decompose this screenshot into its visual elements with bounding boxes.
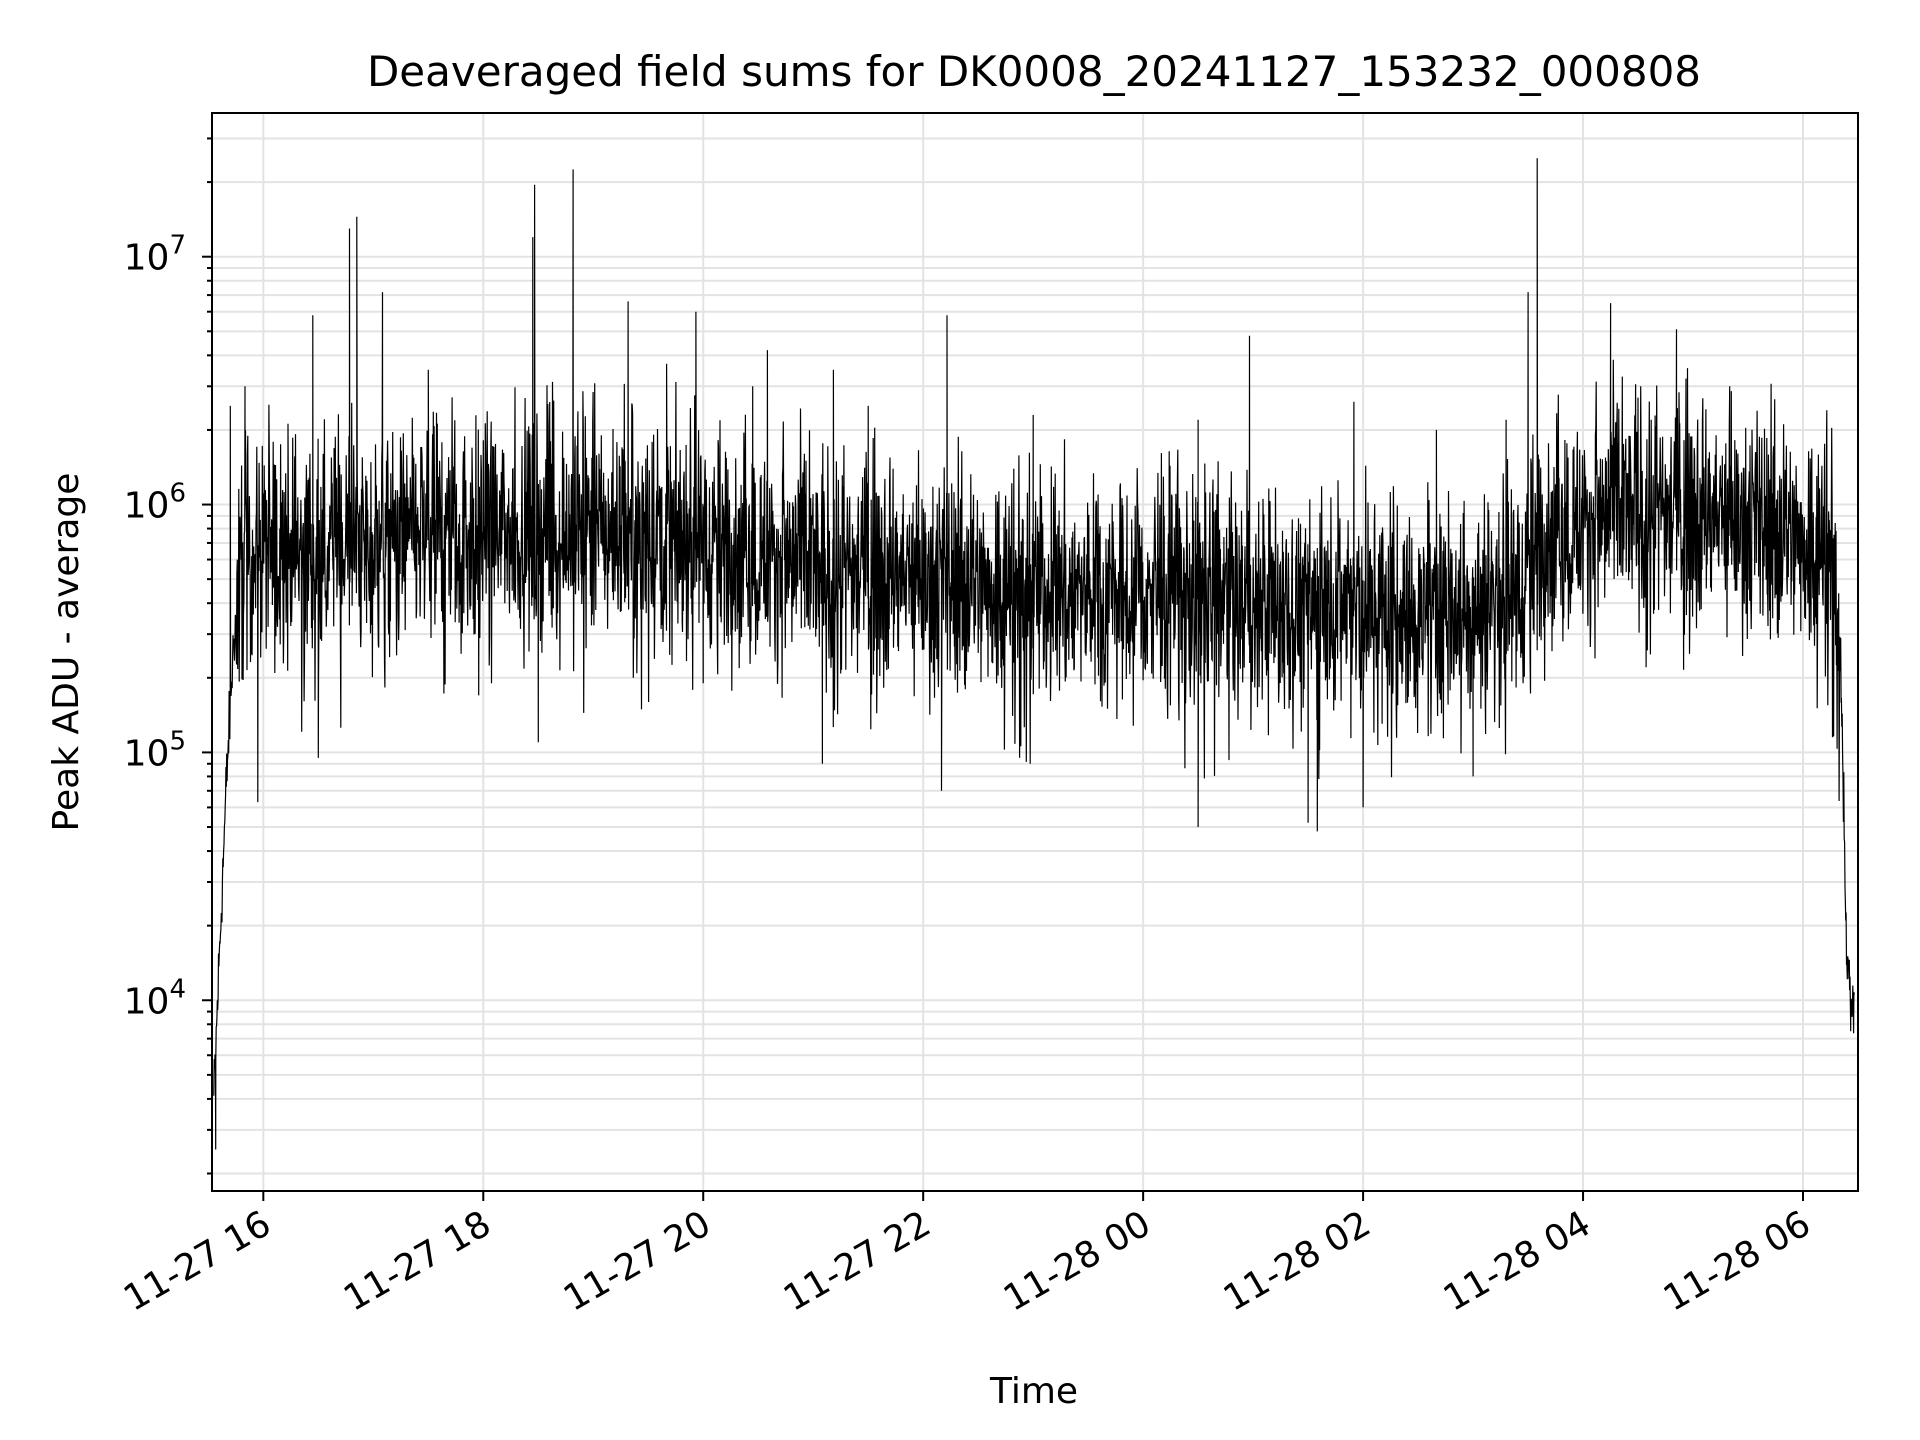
- y-tick-labels: 104 105 106 107: [124, 231, 186, 1023]
- y-tick-label: 104: [124, 974, 186, 1022]
- x-tick-labels: 11-27 16 11-27 18 11-27 20 11-27 22 11-28 00…: [117, 1203, 1817, 1319]
- x-tick-label: 11-28 02: [1217, 1203, 1378, 1319]
- series-line: [213, 158, 1855, 1150]
- ticks: [202, 137, 1805, 1201]
- x-tick-label: 11-27 18: [337, 1203, 498, 1319]
- x-tick-label: 11-28 00: [997, 1203, 1158, 1319]
- x-axis-label: Time: [989, 1371, 1078, 1412]
- x-tick-label: 11-27 16: [117, 1203, 278, 1319]
- x-tick-label: 11-27 22: [777, 1203, 938, 1319]
- y-tick-label: 105: [124, 726, 186, 774]
- x-tick-label: 11-27 20: [557, 1203, 718, 1319]
- y-tick-label: 107: [124, 231, 186, 279]
- plot-frame: [211, 112, 1859, 1192]
- grid: [212, 113, 1858, 1191]
- y-tick-label: 106: [124, 479, 186, 527]
- x-tick-label: 11-28 04: [1437, 1203, 1598, 1319]
- y-axis-label: Peak ADU - average: [46, 473, 87, 832]
- x-tick-label: 11-28 06: [1657, 1203, 1818, 1319]
- chart-title: Deaveraged field sums for DK0008_2024112…: [367, 47, 1701, 96]
